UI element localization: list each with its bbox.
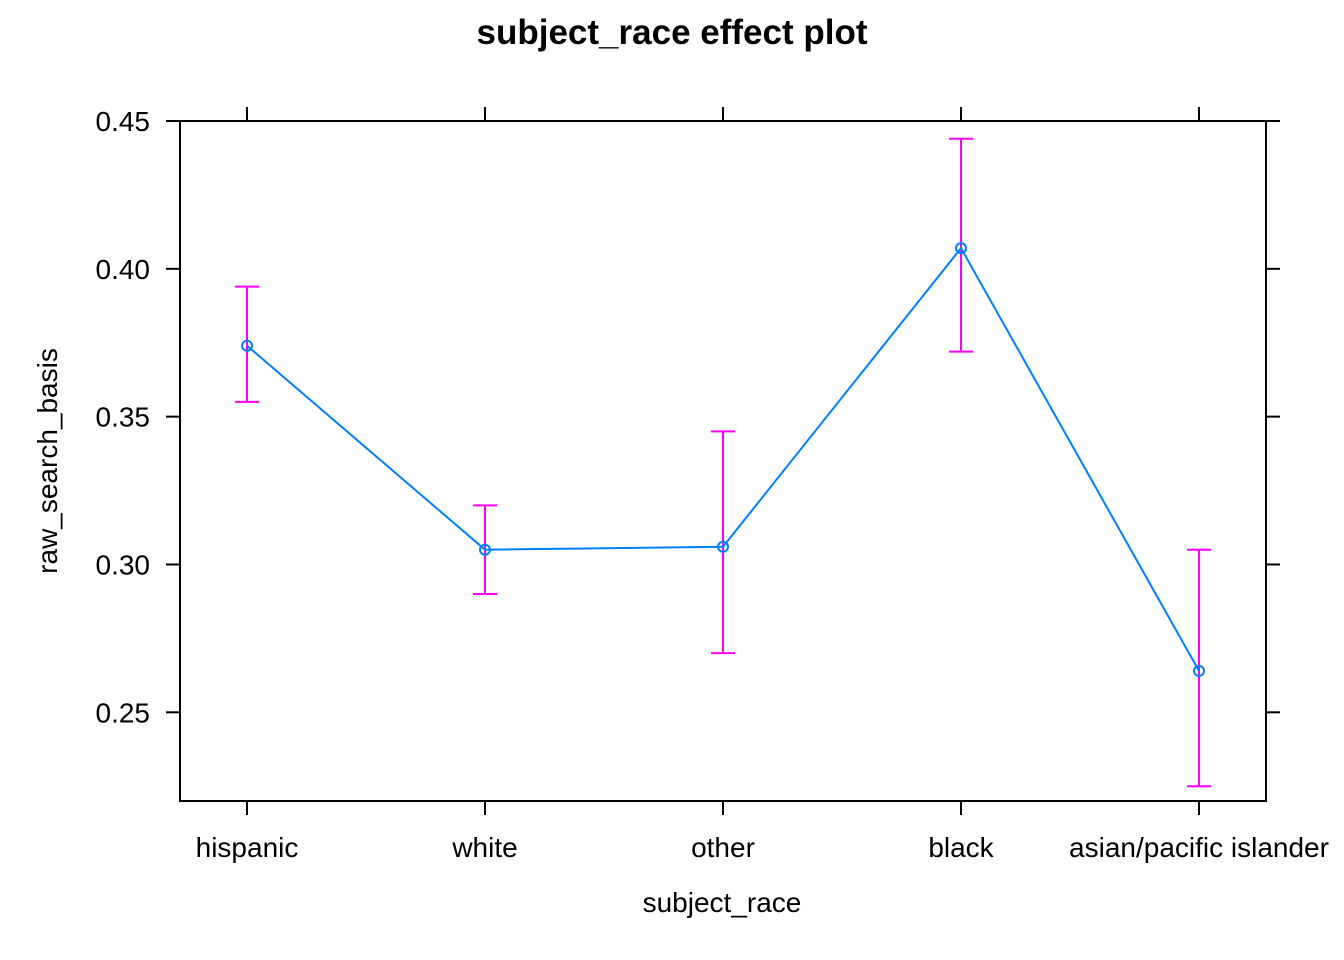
effect-line bbox=[246, 246, 1200, 672]
x-tick-label: black bbox=[928, 832, 994, 863]
x-axis-label: subject_race bbox=[643, 887, 802, 918]
axes-layer: hispanic white other black asian/pacific isl… bbox=[96, 106, 1329, 863]
x-tick-label: asian/pacific islander bbox=[1069, 832, 1329, 863]
effect-points bbox=[241, 242, 1205, 677]
x-tick-label: other bbox=[691, 832, 755, 863]
error-bars bbox=[235, 137, 1211, 788]
y-axis-label: raw_search_basis bbox=[32, 348, 63, 574]
y-tick-label: 0.40 bbox=[96, 254, 151, 285]
y-tick-label: 0.35 bbox=[96, 402, 151, 433]
effect-point bbox=[717, 540, 729, 553]
y-tick-label: 0.30 bbox=[96, 549, 151, 580]
x-tick-label: white bbox=[451, 832, 517, 863]
effect-point bbox=[1193, 664, 1205, 677]
y-tick-label: 0.45 bbox=[96, 106, 151, 137]
chart-title: subject_race effect plot bbox=[477, 13, 868, 52]
y-tick-label: 0.25 bbox=[96, 697, 151, 728]
effect-point bbox=[479, 543, 491, 556]
effect-point bbox=[955, 242, 967, 255]
x-tick-label: hispanic bbox=[196, 832, 299, 863]
effect-point bbox=[241, 339, 253, 352]
effect-line-layer bbox=[246, 246, 1200, 672]
